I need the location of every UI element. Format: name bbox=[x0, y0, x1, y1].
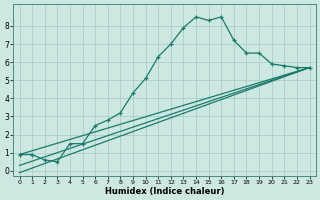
X-axis label: Humidex (Indice chaleur): Humidex (Indice chaleur) bbox=[105, 187, 224, 196]
